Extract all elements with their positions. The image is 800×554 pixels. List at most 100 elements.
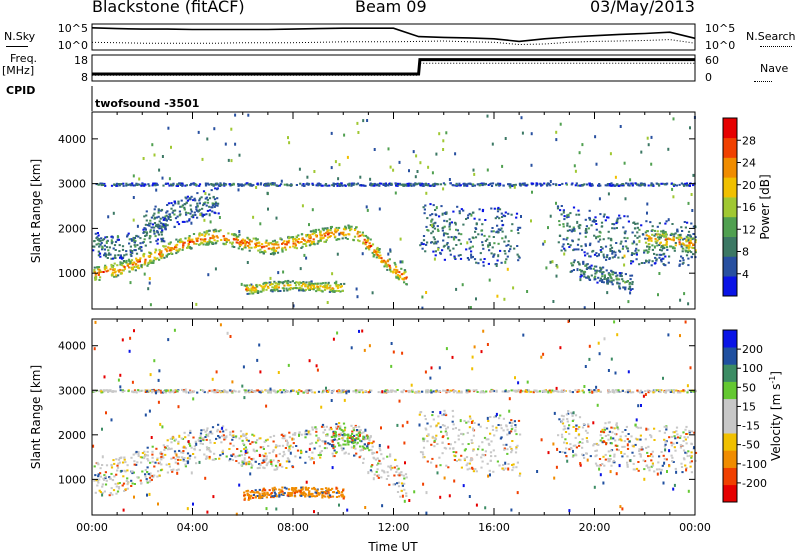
- power-mark-7: [596, 281, 599, 284]
- velocity-mark-0: [239, 430, 243, 433]
- power-mark-8: [120, 183, 123, 186]
- power-mark-8: [546, 184, 549, 187]
- velocity-mark-2: [351, 441, 354, 444]
- power-mark-3: [189, 208, 193, 211]
- power-mark-3: [190, 210, 193, 213]
- power-mark-0: [246, 244, 250, 247]
- velocity-mark-0: [270, 463, 273, 465]
- velocity-mark-0: [208, 449, 211, 452]
- power-mark-2: [149, 229, 152, 232]
- velocity-mark-0: [274, 446, 277, 449]
- power-mark-8: [396, 184, 399, 187]
- velocity-mark-4: [639, 453, 642, 456]
- power-mark-2: [130, 255, 133, 257]
- velocity-mark-1: [254, 489, 257, 492]
- velocity-mark-4: [561, 436, 564, 439]
- power-mark-8: [100, 184, 103, 187]
- power-mark-8: [375, 183, 378, 186]
- power-mark-6: [651, 244, 654, 247]
- velocity-mark-0: [371, 464, 374, 467]
- power-mark-0: [191, 238, 194, 241]
- power-mark-7: [580, 270, 583, 273]
- velocity-mark-4: [603, 428, 606, 431]
- power-mark-4: [498, 217, 501, 220]
- power-mark-4: [479, 258, 482, 261]
- velocity-mark-0: [124, 461, 127, 464]
- power-mark-8: [265, 182, 268, 185]
- velocity-mark-0: [235, 435, 238, 438]
- velocity-mark-0: [373, 451, 376, 454]
- velocity-mark-0: [288, 460, 291, 463]
- velocity-mark-0: [98, 489, 101, 492]
- power-mark-0: [144, 260, 147, 263]
- power-mark-5: [563, 218, 566, 221]
- power-mark-2: [98, 245, 101, 248]
- velocity-mark-4: [658, 468, 661, 471]
- velocity-mark-0: [117, 486, 121, 488]
- velocity-mark-3: [505, 424, 508, 427]
- power-mark-0: [334, 228, 337, 231]
- velocity-mark-4: [686, 436, 689, 439]
- power-mark-0: [121, 269, 124, 272]
- velocity-mark-2: [344, 443, 347, 446]
- power-mark-6: [680, 236, 683, 239]
- velocity-mark-1: [311, 487, 314, 490]
- velocity-mark-0: [261, 461, 264, 464]
- power-mark-5: [667, 261, 670, 264]
- power-mark-6: [688, 243, 691, 246]
- power-mark-7: [583, 275, 586, 278]
- power-mark-0: [122, 260, 125, 262]
- power-mark-8: [597, 184, 601, 187]
- power-mark-8: [364, 184, 367, 187]
- velocity-mark-3: [481, 460, 484, 463]
- power-mark-4: [482, 261, 485, 264]
- power-noise-mark: [373, 148, 376, 151]
- power-mark-5: [558, 223, 561, 226]
- power-mark-6: [692, 237, 695, 240]
- power-noise-mark: [398, 160, 401, 164]
- frequency-panel: 18 8 60 0: [74, 54, 719, 84]
- velocity-mark-3: [433, 440, 436, 443]
- power-mark-5: [603, 256, 606, 259]
- velocity-mark-4: [611, 461, 615, 464]
- velocity-mark-0: [198, 449, 201, 452]
- power-mark-5: [560, 213, 563, 216]
- velocity-mark-0: [262, 458, 265, 461]
- velocity-mark-4: [662, 454, 665, 457]
- velocity-mark-0: [296, 449, 300, 452]
- velocity-mark-3: [460, 432, 463, 435]
- velocity-mark-0: [262, 459, 265, 462]
- velocity-mark-3: [440, 430, 443, 433]
- velocity-mark-1: [294, 495, 297, 498]
- power-mark-1: [293, 282, 297, 284]
- power-mark-6: [687, 249, 690, 252]
- power-mark-0: [195, 242, 198, 245]
- power-mark-5: [585, 225, 588, 228]
- power-mark-8: [555, 184, 558, 187]
- power-mark-8: [205, 183, 208, 186]
- power-noise-mark: [555, 138, 558, 142]
- power-mark-8: [652, 183, 655, 186]
- velocity-mark-0: [198, 437, 201, 439]
- power-mark-8: [240, 183, 243, 186]
- power-mark-8: [153, 182, 156, 185]
- power-mark-6: [654, 240, 657, 243]
- velocity-mark-4: [557, 434, 560, 437]
- velocity-mark-0: [405, 492, 408, 495]
- power-mark-1: [275, 286, 278, 289]
- velocity-mark-0: [96, 479, 99, 482]
- power-mark-4: [483, 234, 486, 237]
- velocity-mark-4: [571, 414, 574, 417]
- power-mark-0: [215, 230, 218, 233]
- power-mark-8: [125, 182, 128, 185]
- velocity-mark-0: [232, 453, 235, 456]
- power-noise-mark: [657, 293, 659, 297]
- power-mark-0: [126, 264, 129, 267]
- power-mark-0: [239, 244, 242, 247]
- velocity-mark-3: [457, 438, 460, 441]
- velocity-mark-3: [494, 455, 497, 458]
- power-mark-8: [631, 184, 634, 187]
- power-mark-0: [308, 234, 311, 237]
- power-noise-mark: [266, 191, 269, 195]
- power-mark-0: [235, 241, 238, 244]
